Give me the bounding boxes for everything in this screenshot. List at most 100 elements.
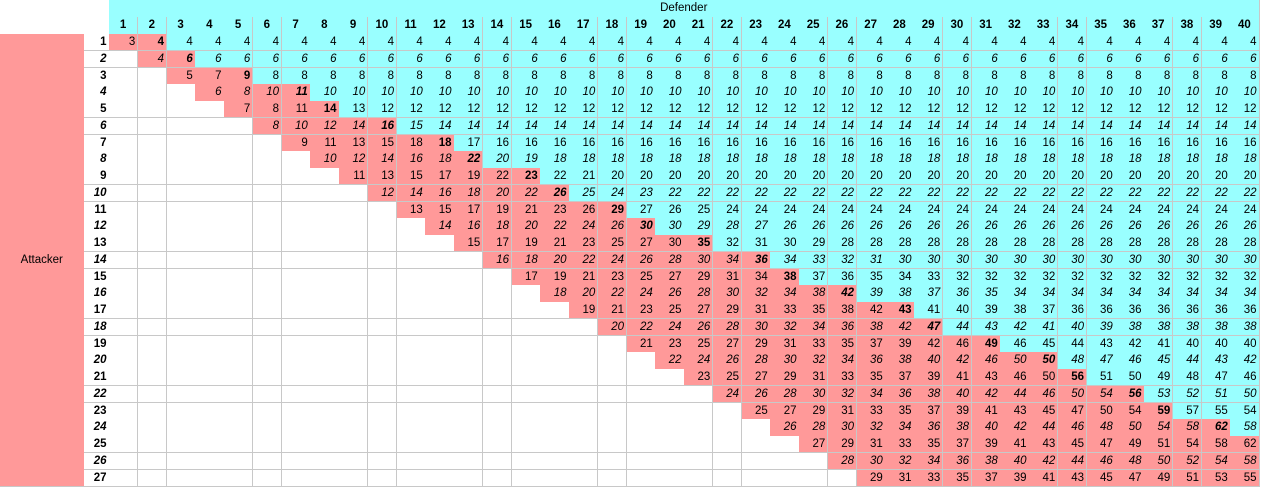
table-cell — [109, 369, 139, 387]
table-cell: 40 — [942, 385, 972, 403]
table-cell — [137, 402, 167, 420]
table-cell: 8 — [1230, 67, 1260, 85]
table-cell — [166, 385, 196, 403]
table-cell: 29 — [684, 268, 714, 286]
table-cell: 14 — [482, 117, 512, 135]
table-cell — [166, 335, 196, 353]
table-cell: 24 — [1144, 201, 1174, 219]
table-cell: 14 — [1230, 117, 1260, 135]
table-cell — [109, 101, 139, 119]
table-cell: 26 — [540, 184, 570, 202]
table-cell — [626, 469, 656, 487]
table-cell: 6 — [310, 50, 340, 68]
table-cell: 26 — [1057, 218, 1087, 236]
table-cell: 14 — [1144, 117, 1174, 135]
table-cell — [396, 369, 426, 387]
table-cell — [252, 168, 282, 186]
table-cell — [281, 402, 311, 420]
table-cell: 8 — [1144, 67, 1174, 85]
table-cell: 24 — [1201, 201, 1231, 219]
table-cell — [224, 469, 254, 487]
column-header: 11 — [396, 17, 426, 35]
table-cell: 13 — [367, 168, 397, 186]
column-header: 16 — [540, 17, 570, 35]
table-cell: 4 — [1230, 34, 1260, 52]
table-cell — [252, 369, 282, 387]
table-cell — [310, 168, 340, 186]
table-cell: 37 — [914, 402, 944, 420]
table-cell: 25 — [597, 235, 627, 253]
table-cell: 3 — [109, 34, 139, 52]
table-cell — [770, 436, 800, 454]
table-cell: 20 — [597, 168, 627, 186]
table-cell: 12 — [1029, 101, 1059, 119]
table-cell: 26 — [770, 218, 800, 236]
table-cell: 6 — [166, 50, 196, 68]
table-cell: 8 — [684, 67, 714, 85]
table-cell: 6 — [1115, 50, 1145, 68]
table-cell: 15 — [367, 134, 397, 152]
table-cell — [626, 419, 656, 437]
table-cell — [827, 469, 857, 487]
table-cell — [454, 469, 484, 487]
table-cell: 36 — [914, 419, 944, 437]
table-cell: 31 — [741, 302, 771, 320]
table-cell: 33 — [799, 335, 829, 353]
table-cell — [195, 436, 225, 454]
table-cell — [454, 335, 484, 353]
table-cell: 8 — [281, 67, 311, 85]
table-cell — [166, 218, 196, 236]
table-cell: 20 — [971, 168, 1001, 186]
table-cell — [195, 335, 225, 353]
table-cell: 26 — [1029, 218, 1059, 236]
table-cell: 37 — [799, 268, 829, 286]
table-cell: 21 — [511, 201, 541, 219]
column-header: 7 — [281, 17, 311, 35]
table-cell: 10 — [971, 84, 1001, 102]
table-cell: 40 — [1057, 318, 1087, 336]
table-cell: 18 — [770, 151, 800, 169]
table-cell: 46 — [1057, 419, 1087, 437]
table-cell — [224, 251, 254, 269]
table-cell: 28 — [827, 235, 857, 253]
table-cell — [540, 469, 570, 487]
table-cell: 33 — [770, 302, 800, 320]
table-cell: 4 — [252, 34, 282, 52]
table-cell: 34 — [1086, 285, 1116, 303]
table-cell: 6 — [1230, 50, 1260, 68]
table-cell: 4 — [1201, 34, 1231, 52]
table-cell — [252, 235, 282, 253]
table-cell — [195, 469, 225, 487]
table-cell: 12 — [1230, 101, 1260, 119]
table-cell — [569, 369, 599, 387]
table-cell: 34 — [741, 268, 771, 286]
row-header: 5 — [84, 101, 110, 119]
table-cell: 12 — [885, 101, 915, 119]
table-cell: 28 — [712, 218, 742, 236]
column-header: 4 — [195, 17, 225, 35]
table-cell — [195, 268, 225, 286]
table-cell: 32 — [1115, 268, 1145, 286]
table-cell: 20 — [914, 168, 944, 186]
table-cell — [252, 134, 282, 152]
column-header: 8 — [310, 17, 340, 35]
table-cell — [281, 235, 311, 253]
table-cell: 26 — [741, 385, 771, 403]
table-cell: 16 — [684, 134, 714, 152]
table-cell: 47 — [1086, 352, 1116, 370]
table-cell: 4 — [396, 34, 426, 52]
table-cell — [339, 218, 369, 236]
table-cell — [770, 452, 800, 470]
table-cell: 16 — [367, 117, 397, 135]
table-cell: 12 — [367, 184, 397, 202]
row-header: 11 — [84, 201, 110, 219]
table-cell — [109, 50, 139, 68]
table-cell: 46 — [1000, 335, 1030, 353]
table-cell: 10 — [310, 151, 340, 169]
table-cell: 16 — [482, 251, 512, 269]
table-cell: 12 — [597, 101, 627, 119]
table-cell — [396, 385, 426, 403]
table-cell — [195, 168, 225, 186]
table-cell: 18 — [712, 151, 742, 169]
table-cell — [655, 419, 685, 437]
